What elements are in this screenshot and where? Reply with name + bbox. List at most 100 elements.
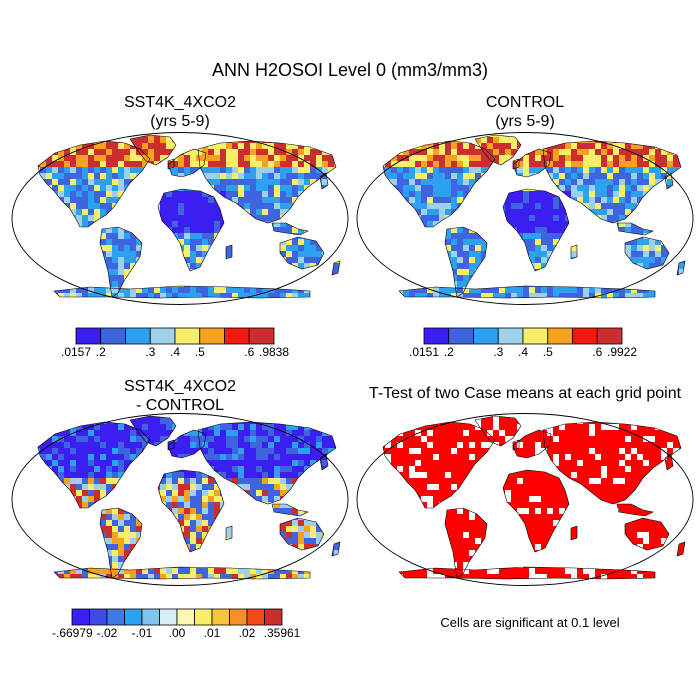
grid-cell [439,161,445,167]
grid-cell [589,185,595,191]
grid-cell [310,275,316,281]
grid-cell [88,496,94,502]
grid-cell [184,538,190,544]
grid-cell [613,197,619,203]
grid-cell [475,239,481,245]
grid-cell [268,155,274,161]
grid-cell [58,416,64,418]
grid-cell [310,580,316,586]
grid-cell [340,299,346,305]
grid-cell [166,305,172,311]
grid-cell [22,448,28,454]
grid-cell [100,466,106,472]
grid-cell [244,436,250,442]
grid-cell [94,466,100,472]
grid-cell [226,442,232,448]
grid-cell [433,293,439,298]
grid-cell [112,173,118,179]
grid-cell [94,149,100,155]
grid-cell [517,161,523,167]
grid-cell [10,556,16,562]
grid-cell [553,155,559,161]
grid-cell [202,526,208,532]
grid-cell [250,416,256,418]
grid-cell [214,448,220,454]
grid-cell [304,251,310,257]
grid-cell [208,454,214,460]
grid-cell [583,299,589,305]
grid-cell [625,305,631,311]
grid-cell [463,287,469,293]
grid-cell [361,299,367,305]
grid-cell [583,197,589,203]
grid-cell [340,155,346,161]
grid-cell [367,155,373,161]
grid-cell [643,299,649,305]
grid-cell [421,191,427,197]
grid-cell [280,137,286,143]
grid-cell [226,251,232,257]
grid-cell [112,580,118,586]
grid-cell [541,191,547,197]
coastline-indonesia [616,222,654,236]
grid-cell [100,143,106,149]
grid-cell [58,293,64,298]
grid-cell [94,580,100,586]
grid-cell [76,416,82,418]
grid-cell [421,299,427,305]
grid-cell [292,478,298,484]
grid-cell [130,167,136,173]
grid-cell [10,580,16,586]
grid-cell [112,416,118,418]
grid-cell [685,143,691,149]
grid-cell [625,173,631,179]
grid-cell [316,269,322,275]
grid-cell [346,299,352,305]
grid-cell [475,305,481,311]
grid-cell [190,149,196,155]
grid-cell [38,161,40,167]
grid-cell [124,251,130,257]
grid-cell [82,490,88,496]
grid-cell [112,305,118,311]
grid-cell [16,586,22,592]
grid-cell [226,430,232,436]
grid-cell [292,532,298,538]
grid-cell [268,586,274,592]
grid-cell [286,179,292,185]
grid-cell [70,448,76,454]
grid-cell [268,161,274,167]
grid-cell [196,287,202,293]
grid-cell [409,137,415,143]
grid-cell [679,299,685,305]
grid-cell [208,239,214,245]
grid-cell [250,448,256,454]
grid-cell [16,281,22,287]
grid-cell [226,526,232,532]
grid-cell [292,137,298,143]
grid-cell [403,305,409,311]
grid-cell [310,135,316,137]
grid-cell [310,251,316,257]
grid-cell [274,580,280,586]
grid-cell [226,460,232,466]
grid-cell [166,191,172,197]
grid-cell [262,416,268,418]
grid-cell [310,179,316,185]
grid-cell [511,305,517,311]
grid-cell [286,580,292,586]
grid-cell [613,173,619,179]
grid-cell [595,197,601,203]
coastline-antarctica [53,285,311,299]
grid-cell [445,209,451,215]
grid-cell [589,305,595,311]
grid-cell [316,293,322,298]
grid-cell [40,574,46,579]
grid-cell [202,454,208,460]
grid-cell [649,155,655,161]
grid-cell [433,161,439,167]
grid-cell [76,436,82,442]
grid-cell [529,245,535,251]
grid-cell [118,442,124,448]
grid-cell [577,143,583,149]
